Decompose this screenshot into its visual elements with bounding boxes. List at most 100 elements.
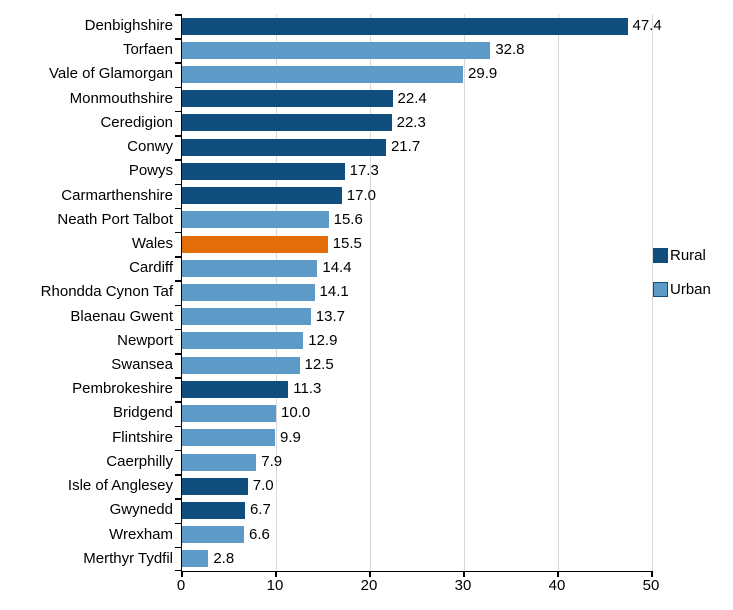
legend-label-rural: Rural <box>670 246 706 264</box>
category-label: Conwy <box>127 138 173 156</box>
y-axis-tick <box>175 14 181 16</box>
bar-value-label: 14.4 <box>322 259 352 277</box>
legend-label-urban: Urban <box>670 280 711 298</box>
y-axis-tick <box>175 474 181 476</box>
bar-value-label: 12.5 <box>304 356 334 374</box>
bar-value-label: 10.0 <box>281 404 311 422</box>
bar-value-label: 22.4 <box>397 89 427 107</box>
y-axis-tick <box>175 425 181 428</box>
category-label: Torfaen <box>122 41 173 59</box>
x-axis-tick <box>181 571 183 577</box>
bar-value-label: 6.6 <box>249 525 270 543</box>
bar-urban <box>182 66 464 84</box>
category-label: Newport <box>117 331 173 349</box>
category-label: Cardiff <box>129 259 173 277</box>
bar-value-label: 17.0 <box>346 186 376 204</box>
bar-value-label: 15.5 <box>332 234 362 252</box>
y-axis-tick <box>175 110 181 113</box>
y-axis-tick <box>175 159 181 161</box>
legend-item-rural: Rural <box>653 246 711 264</box>
category-label: Isle of Anglesey <box>67 477 173 495</box>
y-axis-tick <box>175 377 181 379</box>
category-label: Gwynedd <box>109 501 173 519</box>
bar-value-label: 9.9 <box>280 428 301 446</box>
y-axis-tick <box>175 569 181 571</box>
category-label: Caerphilly <box>106 452 173 470</box>
y-axis-tick <box>175 86 181 89</box>
rural-swatch-icon <box>653 247 668 263</box>
category-label: Vale of Glamorgan <box>49 65 173 83</box>
bar-urban <box>182 332 304 350</box>
x-axis-tick <box>275 571 277 577</box>
bar-value-label: 14.1 <box>319 283 349 301</box>
bar-value-label: 47.4 <box>632 17 662 34</box>
bar-rural <box>182 90 393 108</box>
category-label: Powys <box>128 162 173 180</box>
legend-item-urban: Urban <box>653 280 711 298</box>
y-axis-tick <box>175 546 181 549</box>
y-axis-tick <box>175 231 181 234</box>
y-axis-tick <box>175 38 181 40</box>
bar-rural <box>182 380 289 398</box>
bar-rural <box>182 501 245 519</box>
category-label: Swansea <box>111 356 173 374</box>
bar-rural <box>182 477 248 495</box>
urban-swatch-icon <box>653 281 668 297</box>
y-axis-tick <box>175 401 181 403</box>
bar-urban <box>182 356 300 374</box>
bar-rural <box>182 17 628 35</box>
bar-value-label: 7.9 <box>261 452 283 470</box>
bar-rural <box>182 187 342 205</box>
x-axis-tick-label: 50 <box>642 577 660 594</box>
bar-value-label: 21.7 <box>390 138 421 156</box>
bar-urban <box>182 453 257 471</box>
y-axis-tick <box>175 256 181 258</box>
x-axis-tick-label: 40 <box>548 577 566 594</box>
bar-value-label: 32.8 <box>495 41 525 59</box>
x-axis-tick <box>369 571 371 577</box>
category-label: Bridgend <box>112 404 173 422</box>
y-axis-tick <box>175 328 181 331</box>
category-label: Pembrokeshire <box>72 380 173 398</box>
bar-value-label: 6.7 <box>249 501 271 519</box>
y-axis-tick <box>175 207 181 210</box>
bar-wales <box>182 235 328 253</box>
x-axis-tick <box>651 571 653 577</box>
category-label: Carmarthenshire <box>61 186 173 204</box>
y-axis-tick <box>175 522 181 525</box>
bar-value-label: 13.7 <box>315 307 345 325</box>
category-label: Denbighshire <box>84 17 173 34</box>
bar-urban <box>182 284 315 301</box>
y-axis-tick <box>175 280 181 282</box>
bar-value-label: 12.9 <box>308 331 338 349</box>
y-axis-tick <box>175 183 181 186</box>
category-label: Neath Port Talbot <box>57 210 173 228</box>
bar-value-label: 11.3 <box>293 380 322 398</box>
category-label: Wrexham <box>109 525 173 543</box>
plot-area: 47.4 32.8 29.9 22.4 22.3 21.7 17.3 17.0 15.6 15.5… <box>175 14 662 577</box>
bar-value-label: 17.3 <box>349 162 379 180</box>
x-axis-tick <box>463 571 465 577</box>
category-label: Flintshire <box>112 428 173 446</box>
bar-value-label: 22.3 <box>396 113 426 131</box>
legend: Rural Urban <box>653 247 711 315</box>
bar-urban <box>182 41 491 59</box>
bar-urban <box>182 308 311 326</box>
bar-urban <box>182 405 276 423</box>
bar-rural <box>182 162 345 180</box>
category-label: Rhondda Cynon Taf <box>40 283 173 301</box>
bar-urban <box>182 259 318 277</box>
bar-urban <box>182 550 209 568</box>
x-axis-tick-label: 30 <box>454 577 472 594</box>
x-axis-tick <box>557 571 559 577</box>
gridline-50 <box>651 14 653 571</box>
bar-urban <box>182 526 245 544</box>
gridline-20 <box>369 14 371 571</box>
category-axis-labels: Denbighshire Torfaen Vale of Glamorgan Monm… <box>0 14 173 571</box>
y-axis-tick <box>175 353 181 355</box>
category-label: Wales <box>131 234 173 252</box>
bar-urban <box>182 429 276 447</box>
bar-rural <box>182 138 386 156</box>
bar-urban <box>182 211 329 229</box>
